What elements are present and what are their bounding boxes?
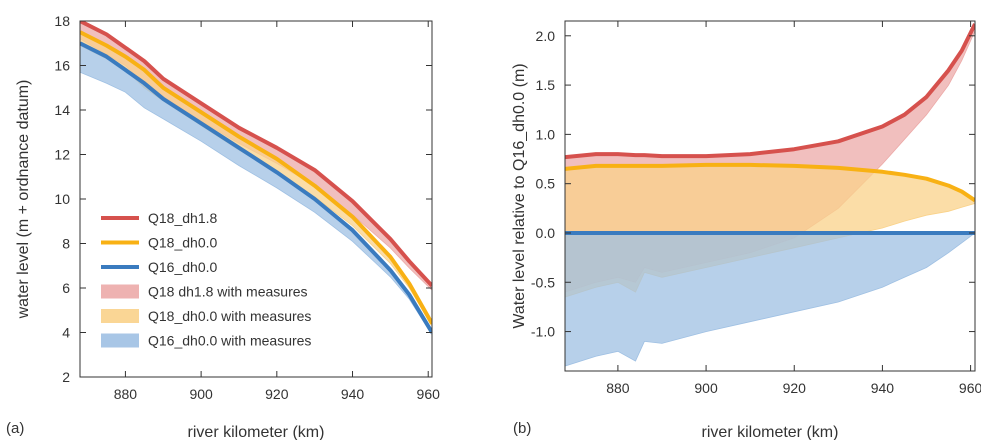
y-tick-label: 0.5 [536, 176, 556, 192]
y-axis-label: Water level relative to Q16_dh0.0 (m) [511, 63, 528, 328]
y-tick-label: -0.5 [531, 274, 555, 290]
series-line-2 [80, 41, 432, 334]
band-2 [565, 232, 975, 367]
x-tick-label: 920 [265, 386, 289, 402]
series-line-1 [565, 162, 975, 203]
legend-label: Q18_dh0.0 with measures [148, 308, 311, 324]
panel-b: 880 900 920 940 960 -1.0 -0.5 0.0 0.5 1.0 1.5 2.0 ri… [511, 20, 981, 440]
y-tick-label: -1.0 [531, 324, 555, 340]
legend-fill-swatch [101, 333, 139, 348]
y-tick-label: 12 [54, 147, 70, 163]
x-tick-label: 960 [417, 386, 441, 402]
series-line-0 [565, 23, 975, 160]
x-tick-label: 940 [341, 386, 365, 402]
legend: Q18_dh1.8 Q18_dh0.0 Q16_dh0.0 Q18 dh1.8 wit… [101, 210, 311, 349]
x-tick-label: 960 [959, 380, 981, 396]
legend-label: Q16_dh0.0 [148, 259, 217, 275]
y-tick-label: 8 [62, 236, 70, 252]
y-tick-label: 2.0 [536, 28, 556, 44]
panel-a: 880 900 920 940 960 2 4 6 8 10 12 14 16 18 river kilom… [6, 13, 440, 440]
legend-label: Q18 dh1.8 with measures [148, 284, 308, 300]
x-tick-label: 900 [189, 386, 213, 402]
legend-fill-swatch [101, 284, 139, 299]
y-tick-label: 4 [62, 325, 70, 341]
panel-letter: (a) [6, 420, 24, 437]
x-tick-label: 940 [871, 380, 895, 396]
y-tick-label: 6 [62, 280, 70, 296]
legend-label: Q18_dh1.8 [148, 210, 217, 226]
plot-area [80, 21, 432, 336]
series-line-0 [80, 21, 432, 288]
y-tick-label: 1.5 [536, 77, 556, 93]
x-tick-label: 880 [114, 386, 138, 402]
x-tick-label: 900 [694, 380, 718, 396]
y-tick-label: 14 [54, 102, 70, 118]
y-tick-label: 2 [62, 369, 70, 385]
y-tick-label: 10 [54, 191, 70, 207]
y-axis-label: water level (m + ordnance datum) [15, 80, 32, 320]
legend-label: Q18_dh0.0 [148, 235, 217, 251]
x-axis-label: river kilometer (km) [188, 424, 325, 440]
plot-area [565, 23, 975, 367]
series-line-1 [80, 30, 432, 325]
y-tick-label: 0.0 [536, 225, 556, 241]
x-tick-label: 920 [783, 380, 807, 396]
panel-letter: (b) [513, 420, 531, 437]
x-axis-label: river kilometer (km) [702, 424, 839, 440]
y-tick-label: 18 [54, 13, 70, 29]
x-tick-label: 880 [606, 380, 630, 396]
y-tick-label: 16 [54, 58, 70, 74]
legend-label: Q16_dh0.0 with measures [148, 333, 311, 349]
legend-fill-swatch [101, 309, 139, 323]
axes-frame [564, 20, 976, 372]
y-tick-label: 1.0 [536, 126, 556, 142]
